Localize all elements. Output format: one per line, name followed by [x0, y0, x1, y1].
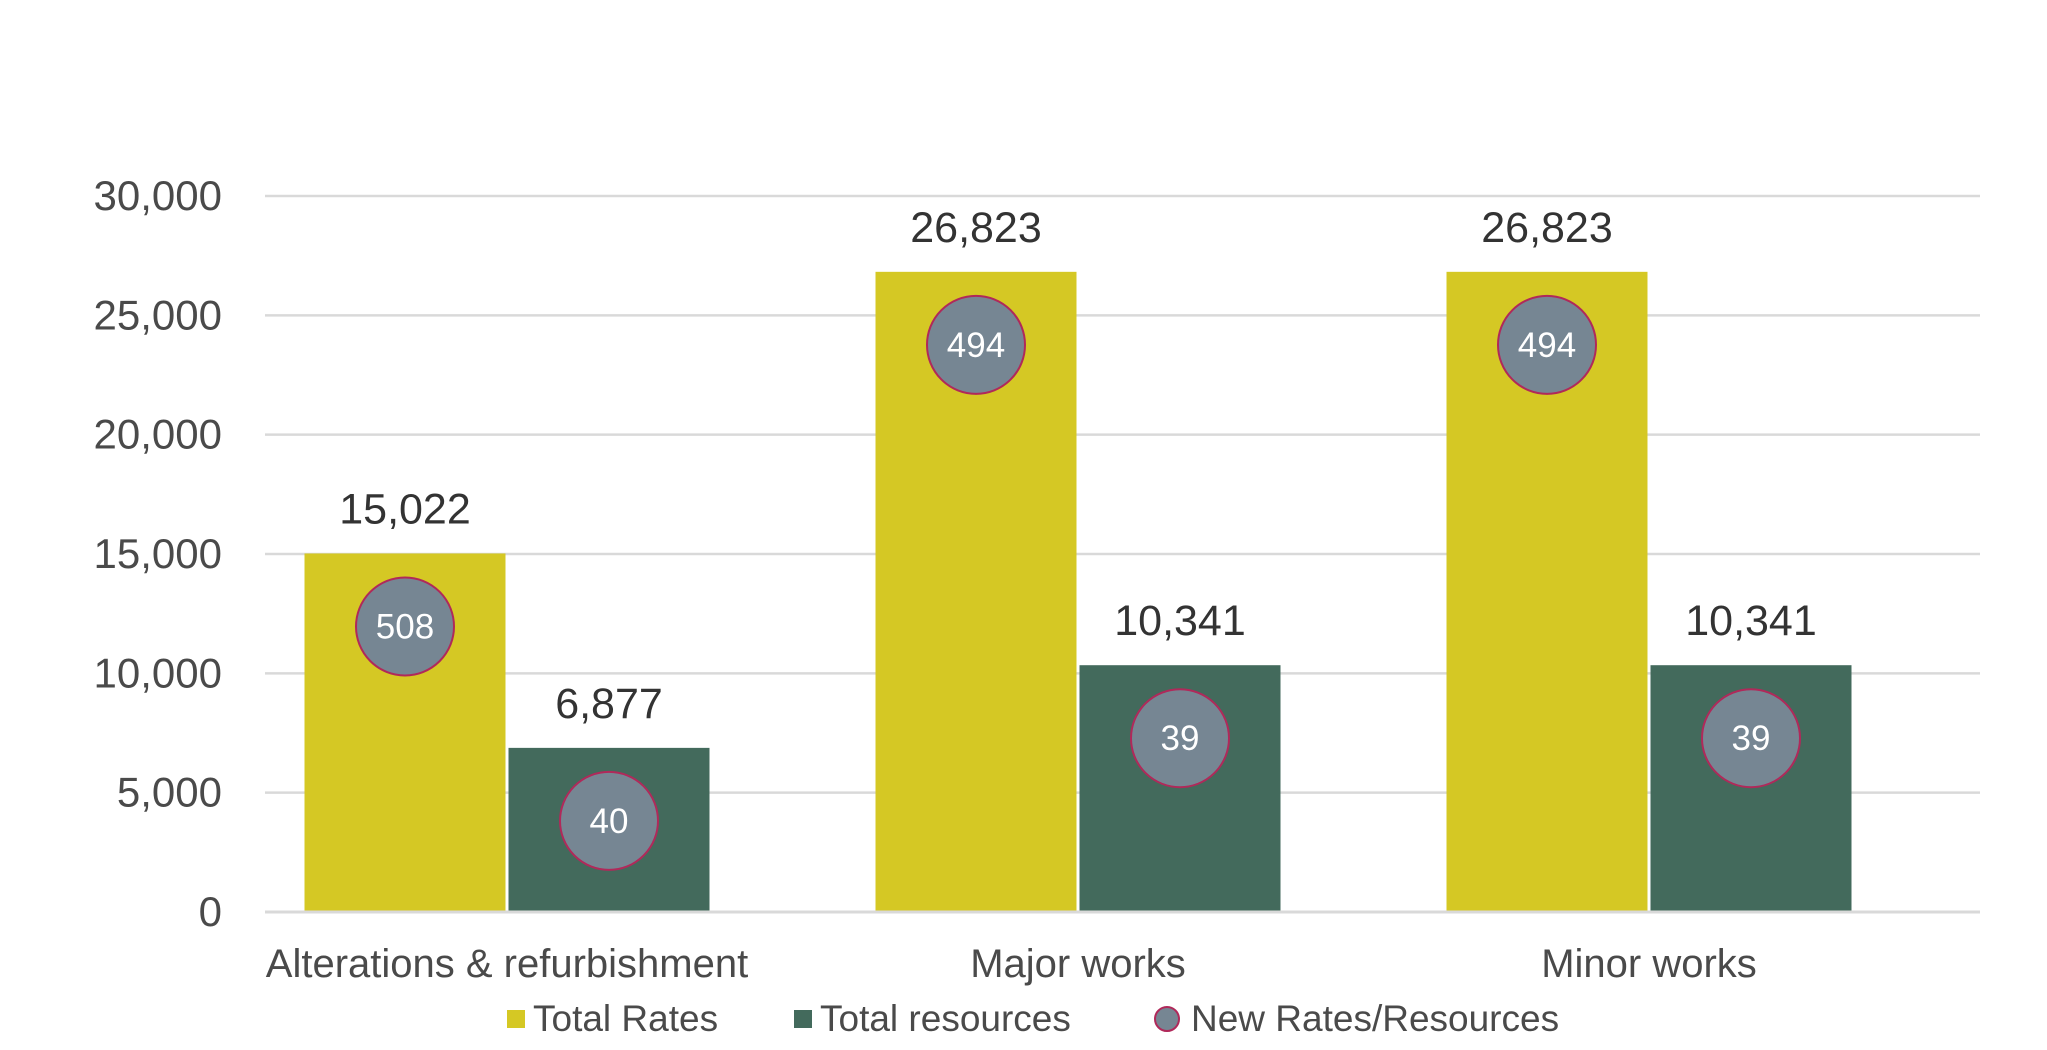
bar-value-label: 26,823 [910, 204, 1042, 252]
bubble-value-label: 39 [1732, 719, 1771, 758]
category-label: Alterations & refurbishment [266, 942, 748, 986]
y-tick-label: 10,000 [94, 649, 222, 696]
legend-label-total-resources: Total resources [820, 998, 1071, 1039]
new-rates-resources-bubble [1497, 294, 1597, 395]
y-tick-label: 30,000 [94, 172, 222, 219]
legend-swatch-total-resources [794, 1010, 812, 1028]
bubble-value-label: 39 [1161, 719, 1200, 758]
legend-swatch-new-rates-resources [1154, 1006, 1180, 1032]
bar-value-label: 10,341 [1114, 597, 1246, 645]
y-tick-label: 20,000 [94, 411, 222, 458]
bubble-value-label: 40 [590, 802, 629, 841]
bubble-value-label: 508 [376, 607, 434, 646]
new-rates-resources-bubble [926, 294, 1026, 395]
new-rates-resources-bubble [1701, 688, 1801, 789]
y-tick-label: 0 [199, 888, 222, 935]
bar-value-label: 26,823 [1481, 204, 1613, 252]
data-labels: 15,022 508 6,877 40 26,823 494 10,341 39 26,823 4… [339, 204, 1817, 841]
y-tick-label: 5,000 [117, 769, 222, 816]
y-tick-label: 15,000 [94, 530, 222, 577]
category-labels: Alterations & refurbishment Major works Mi… [266, 942, 1757, 986]
new-rates-resources-bubble [559, 770, 659, 871]
bubbles [355, 294, 1801, 871]
bubble-value-label: 494 [1518, 326, 1576, 365]
bubble-value-label: 494 [947, 326, 1005, 365]
category-label: Major works [970, 942, 1186, 986]
legend-label-total-rates: Total Rates [533, 998, 718, 1039]
legend-label-new-rates-resources: New Rates/Resources [1191, 998, 1559, 1039]
y-axis-ticks: 0 5,000 10,000 15,000 20,000 25,000 30,000 [94, 172, 222, 935]
bars [304, 271, 1852, 912]
category-label: Minor works [1541, 942, 1757, 986]
bar-value-label: 10,341 [1685, 597, 1817, 645]
new-rates-resources-bubble [1130, 688, 1230, 789]
y-tick-label: 25,000 [94, 291, 222, 338]
bar-value-label: 6,877 [555, 680, 663, 728]
bar-value-label: 15,022 [339, 485, 471, 533]
new-rates-resources-bubble [355, 576, 455, 677]
legend: Total Rates Total resources New Rates/Re… [507, 998, 1559, 1039]
legend-swatch-total-rates [507, 1010, 525, 1028]
